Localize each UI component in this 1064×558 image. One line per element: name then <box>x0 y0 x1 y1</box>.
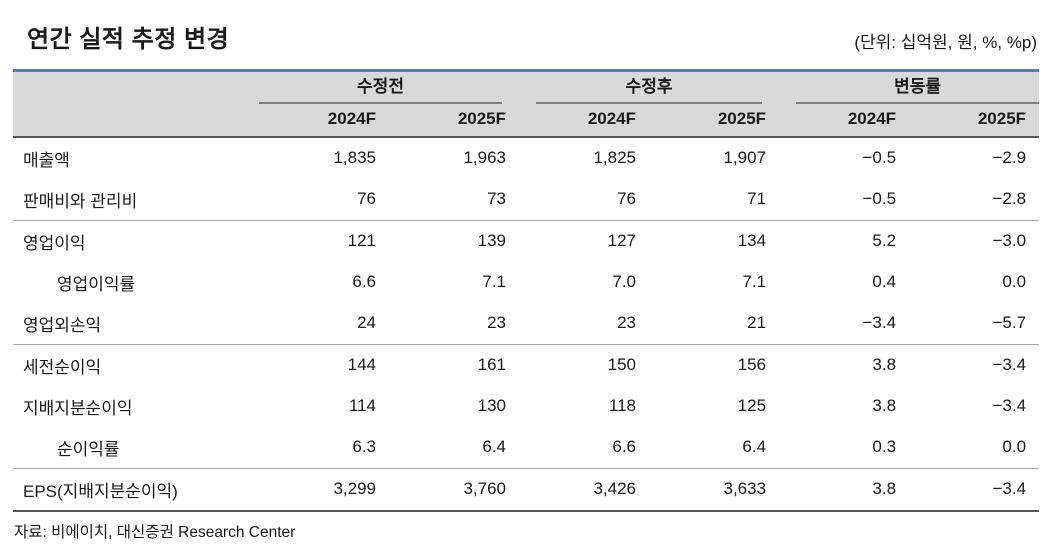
year-header: 2024F <box>259 103 389 138</box>
cell-value: 121 <box>347 231 376 251</box>
cell-value: 1,963 <box>463 148 507 168</box>
group-header-before-revision: 수정전 <box>259 70 520 104</box>
cell-value: −2.8 <box>909 178 1040 221</box>
source-note: 자료: 비에이치, 대신증권 Research Center <box>14 523 296 541</box>
group-header-label: 수정전 <box>259 72 503 104</box>
table-row-eps: EPS(지배지분순이익) 3,299 3,760 3,426 3,633 3.8… <box>13 468 1039 511</box>
row-label: 영업이익 <box>23 233 86 253</box>
group-header-label: 수정후 <box>536 72 763 104</box>
title-bar: 연간 실적 추정 변경 (단위: 십억원, 원, %, %p) <box>27 26 1037 55</box>
year-header: 2025F <box>389 103 520 138</box>
cell-value: 7.1 <box>482 272 507 292</box>
cell-value: 1,835 <box>333 148 376 168</box>
group-header-after-revision: 수정후 <box>519 70 780 104</box>
cell-value: 156 <box>737 355 767 375</box>
cell-value: 144 <box>347 355 376 375</box>
group-header-label: 변동률 <box>796 72 1040 104</box>
row-label: 지배지분순이익 <box>23 398 133 418</box>
table-row-sga-expenses: 판매비와 관리비 76 73 76 71 −0.5 −2.8 <box>13 178 1040 221</box>
row-label: 매출액 <box>23 150 70 170</box>
cell-value: 76 <box>259 178 389 221</box>
row-label: 판매비와 관리비 <box>13 178 259 221</box>
cell-value: 6.4 <box>649 426 780 469</box>
table-row-pretax-profit: 세전순이익 144 161 150 156 3.8 −3.4 <box>13 344 1039 386</box>
cell-value: 127 <box>607 231 637 251</box>
table-row-revenue: 매출액 1,835 1,963 1,825 1,907 −0.5 −2.9 <box>13 137 1039 179</box>
cell-value: −3.4 <box>992 396 1027 416</box>
cell-value: −3.0 <box>992 231 1027 251</box>
row-label: 영업이익률 <box>57 274 136 294</box>
cell-value: 3.8 <box>872 396 897 416</box>
table-row-non-operating-income: 영업외손익 24 23 23 21 −3.4 −5.7 <box>13 302 1040 345</box>
cell-value: 150 <box>607 355 637 375</box>
cell-value: 0.0 <box>1002 272 1027 292</box>
cell-value: 5.2 <box>872 231 897 251</box>
row-label: EPS(지배지분순이익) <box>23 481 178 501</box>
cell-value: −0.5 <box>862 148 897 168</box>
cell-value: 23 <box>519 302 650 345</box>
cell-value: 7.1 <box>742 272 767 292</box>
cell-value: 3.8 <box>872 479 897 499</box>
cell-value: 139 <box>477 231 507 251</box>
label-column-header <box>13 70 259 104</box>
cell-value: −0.5 <box>779 178 910 221</box>
cell-value: 0.3 <box>779 426 910 469</box>
table-row-operating-margin: 영업이익률 6.6 7.1 7.0 7.1 0.4 0.0 <box>13 262 1039 303</box>
unit-note: (단위: 십억원, 원, %, %p) <box>854 32 1037 52</box>
cell-value: 0.4 <box>872 272 897 292</box>
cell-value: −5.7 <box>909 302 1040 345</box>
cell-value: 134 <box>737 231 767 251</box>
row-label: 순이익률 <box>13 426 259 469</box>
cell-value: 6.3 <box>259 426 389 469</box>
cell-value: −3.4 <box>779 302 910 345</box>
cell-value: 3,299 <box>333 479 376 499</box>
cell-value: 6.6 <box>519 426 650 469</box>
cell-value: −3.4 <box>992 355 1027 375</box>
cell-value: 3,760 <box>463 479 507 499</box>
year-header-row: 2024F 2025F 2024F 2025F 2024F 2025F <box>13 103 1040 138</box>
table-row-controlling-net-profit: 지배지분순이익 114 130 118 125 3.8 −3.4 <box>13 386 1039 427</box>
year-header: 2024F <box>779 103 910 138</box>
cell-value: 114 <box>348 396 376 416</box>
year-header: 2024F <box>519 103 650 138</box>
cell-value: −2.9 <box>992 148 1027 168</box>
cell-value: 6.6 <box>352 272 376 292</box>
cell-value: 161 <box>477 355 507 375</box>
table-row-net-margin: 순이익률 6.3 6.4 6.6 6.4 0.3 0.0 <box>13 426 1040 469</box>
cell-value: 0.0 <box>909 426 1040 469</box>
column-group-header-row: 수정전 수정후 변동률 <box>13 70 1040 104</box>
cell-value: 23 <box>389 302 520 345</box>
table-row-operating-profit: 영업이익 121 139 127 134 5.2 −3.0 <box>13 220 1039 262</box>
cell-value: 24 <box>259 302 389 345</box>
cell-value: 125 <box>737 396 767 416</box>
cell-value: 76 <box>519 178 650 221</box>
year-header: 2025F <box>649 103 780 138</box>
cell-value: −3.4 <box>992 479 1027 499</box>
cell-value: 71 <box>649 178 780 221</box>
group-header-change-rate: 변동률 <box>779 70 1040 104</box>
cell-value: 3,633 <box>723 479 767 499</box>
page-title: 연간 실적 추정 변경 <box>27 26 230 53</box>
cell-value: 3,426 <box>593 479 637 499</box>
cell-value: 118 <box>608 396 637 416</box>
year-header: 2025F <box>909 103 1040 138</box>
row-label: 영업외손익 <box>13 302 259 345</box>
cell-value: 130 <box>477 396 507 416</box>
cell-value: 7.0 <box>612 272 637 292</box>
cell-value: 1,825 <box>593 148 637 168</box>
cell-value: 73 <box>389 178 520 221</box>
cell-value: 21 <box>649 302 780 345</box>
annual-estimates-table: 수정전 수정후 변동률 2024F 2025F 2024F 2025F 2024… <box>13 68 1040 512</box>
label-column-header <box>13 103 259 138</box>
cell-value: 1,907 <box>723 148 767 168</box>
row-label: 세전순이익 <box>23 357 102 377</box>
cell-value: 6.4 <box>389 426 520 469</box>
cell-value: 3.8 <box>872 355 897 375</box>
